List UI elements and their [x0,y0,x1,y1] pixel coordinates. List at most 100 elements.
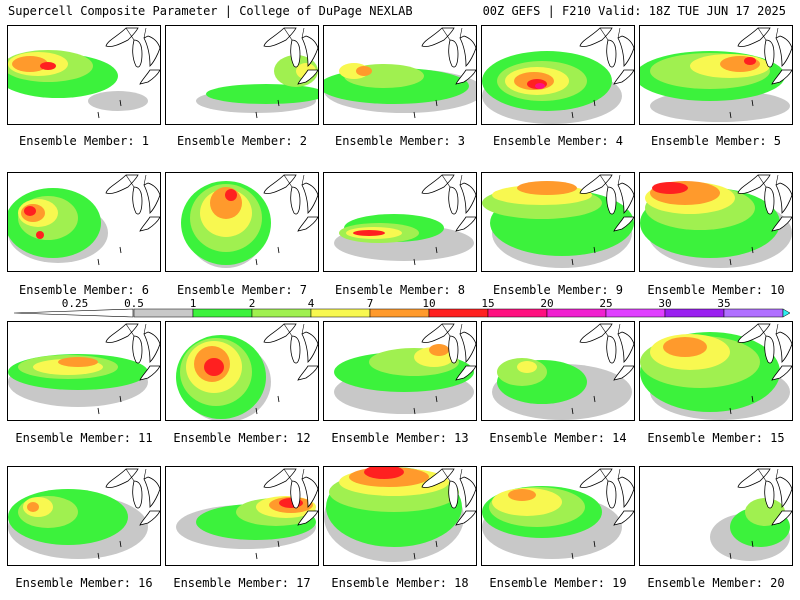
great-lakes-outline [255,27,318,119]
scp-contour-fill [353,230,385,236]
border-line [757,468,779,482]
great-lakes-outline [571,174,634,266]
ensemble-member-map [481,172,635,272]
ensemble-member-label: Ensemble Member: 18 [331,576,469,590]
scp-contour-fill [745,498,785,526]
scp-contour-fill [40,62,56,70]
scp-contour-fill [24,206,36,216]
great-lakes-outline [729,323,792,415]
ensemble-member-label: Ensemble Member: 4 [492,134,624,148]
scp-field-map [324,27,476,119]
border-line [283,27,305,41]
scp-contour-fill [364,467,404,479]
ensemble-member-map [481,25,635,125]
scp-contour-fill [206,84,318,104]
border-line [441,468,463,482]
scp-contour-fill [517,181,577,195]
ensemble-member-map [323,321,477,421]
ensemble-member-map [7,466,161,566]
great-lakes-outline [729,174,792,266]
great-lakes-outline [413,27,476,119]
border-line [125,323,147,337]
colorbar-tick-label: 4 [307,297,315,310]
scp-field-map [8,27,160,119]
colorbar-tick-label: 15 [481,297,495,310]
colorbar-tick-label: 30 [658,297,672,310]
scp-field-map [334,323,476,415]
scp-contour-fill [356,66,372,76]
great-lakes-outline [571,27,634,119]
ensemble-member-map [165,466,319,566]
scp-contour-fill [88,91,148,111]
ensemble-member-map [481,321,635,421]
scp-field-map [640,27,792,122]
ensemble-member-label: Ensemble Member: 9 [492,283,624,297]
border-line [125,27,147,41]
scp-field-map [8,323,160,415]
ensemble-member-map [165,25,319,125]
ensemble-member-label: Ensemble Member: 16 [15,576,153,590]
scp-contour-fill [36,231,44,239]
great-lakes-outline [97,323,160,415]
ensemble-member-label: Ensemble Member: 5 [650,134,782,148]
ensemble-member-label: Ensemble Member: 6 [18,283,150,297]
ensemble-member-label: Ensemble Member: 8 [334,283,466,297]
ensemble-member-map [7,321,161,421]
ensemble-member-label: Ensemble Member: 2 [176,134,308,148]
map-title: Supercell Composite Parameter | College … [8,4,413,18]
colorbar-tick-label: 0.25 [61,297,89,310]
border-line [125,174,147,188]
scp-field-map [181,174,318,268]
colorbar-tick-label: 20 [540,297,554,310]
colorbar-tick-label: 35 [717,297,731,310]
ensemble-member-map [165,321,319,421]
scp-field-map [640,323,792,420]
scp-contour-fill [12,56,48,72]
scp-contour-fill [663,337,707,357]
scp-field-map [710,468,792,561]
colorbar-segment [664,308,725,318]
great-lakes-outline [413,174,476,266]
great-lakes-outline [97,27,160,119]
ensemble-member-map [165,172,319,272]
ensemble-member-label: Ensemble Member: 10 [647,283,785,297]
border-line [599,323,621,337]
scp-field-map [482,174,634,268]
ensemble-member-map [481,466,635,566]
scp-contour-fill [744,57,756,65]
colorbar-segment [605,308,666,318]
border-line [599,174,621,188]
colorbar-segment [133,308,194,318]
scp-contour-fill [225,189,237,201]
scp-contour-fill [204,358,224,376]
colorbar-segment [546,308,607,318]
colorbar-lower-wedge [14,308,134,318]
ensemble-member-label: Ensemble Member: 3 [334,134,466,148]
great-lakes-outline [413,323,476,415]
ensemble-member-label: Ensemble Member: 11 [15,431,153,445]
colorbar-segment [369,308,430,318]
ensemble-member-label: Ensemble Member: 12 [173,431,311,445]
ensemble-member-label: Ensemble Member: 14 [489,431,627,445]
colorbar-segment [310,308,371,318]
ensemble-member-label: Ensemble Member: 7 [176,283,308,297]
great-lakes-outline [97,174,160,266]
border-line [441,323,463,337]
ensemble-member-map [639,321,793,421]
colorbar-tick-label: 2 [248,297,256,310]
ensemble-member-map [639,25,793,125]
border-line [757,323,779,337]
colorbar-tick-label: 7 [366,297,374,310]
ensemble-member-label: Ensemble Member: 20 [647,576,785,590]
border-line [125,468,147,482]
scp-contour-fill [652,182,688,194]
colorbar-tick-label: 0.5 [124,297,144,310]
colorbar-segment [487,308,548,318]
scp-field-map [176,468,318,560]
scp-contour-fill [429,344,449,356]
great-lakes-outline [97,468,160,560]
border-line [441,27,463,41]
color-scale-bar [14,308,790,318]
border-line [599,27,621,41]
ensemble-member-map [7,25,161,125]
